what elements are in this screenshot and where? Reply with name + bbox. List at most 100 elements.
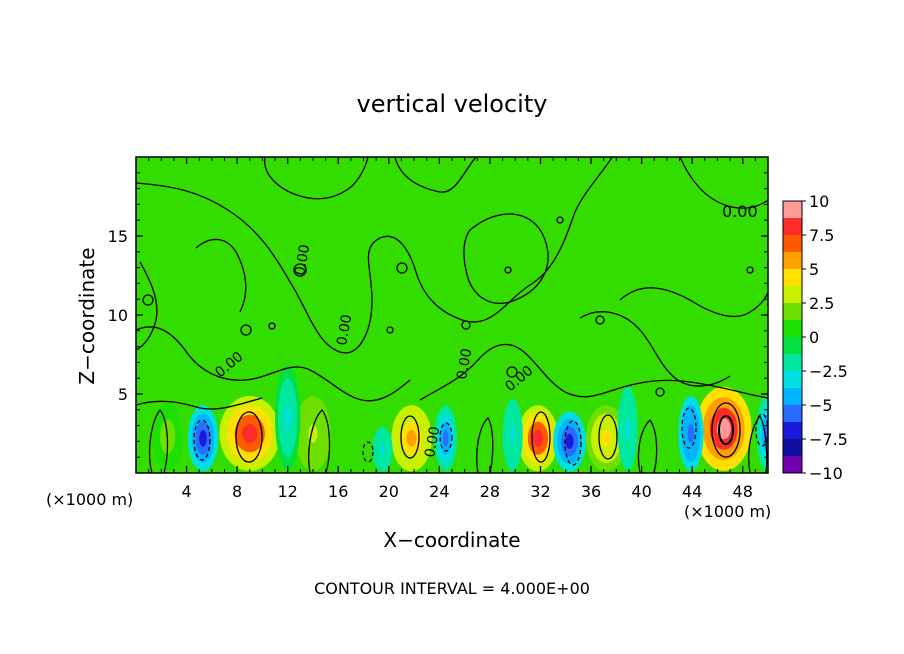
colorbar-swatch [783, 286, 802, 304]
velocity-cell [532, 429, 544, 447]
colorbar-tick-label: −5 [809, 396, 833, 415]
contour-line-negative [681, 407, 697, 449]
contour-line [419, 343, 768, 401]
x-tick-label: 8 [232, 482, 242, 501]
y-tick-label: 10 [108, 306, 128, 325]
velocity-cell [284, 404, 291, 431]
contour-line [579, 311, 731, 387]
colorbar: 10 7.5 5 2.5 0 −2.5 −5 −7.5 −10 [782, 192, 848, 483]
contour-line [463, 213, 549, 304]
colorbar-swatch [783, 235, 802, 253]
contour-line [136, 261, 158, 351]
contour-line [461, 320, 471, 330]
contour-lines [136, 157, 768, 473]
colorbar-tick-label: −7.5 [809, 430, 848, 449]
contour-line [748, 414, 768, 473]
contour-line [711, 402, 741, 458]
contour-line [136, 157, 613, 354]
contour-label: 0.00 [454, 347, 475, 380]
colorbar-swatch [783, 201, 802, 219]
contour-line-negative [755, 413, 768, 447]
contour-line-negative [564, 420, 582, 466]
contour-line [235, 411, 263, 463]
y-tick-label: 15 [108, 227, 128, 246]
colorbar-swatch [783, 422, 802, 440]
velocity-cell [565, 433, 574, 449]
colorbar-swatch [783, 371, 802, 389]
velocity-cell [379, 443, 386, 455]
colorbar-swatch [783, 388, 802, 406]
x-tick-label: 36 [581, 482, 601, 501]
x-tick-label: 28 [480, 482, 500, 501]
contour-line [718, 415, 734, 445]
x-tick-label: 48 [733, 482, 753, 501]
colorbar-swatch [783, 218, 802, 236]
x-tick-label: 16 [328, 482, 348, 501]
contour-line [136, 326, 411, 402]
colorbar-swatch [783, 269, 802, 287]
colorbar-swatch [783, 252, 802, 270]
velocity-cell [199, 429, 207, 447]
velocity-cell [406, 429, 417, 447]
contour-line [506, 366, 518, 378]
x-unit-label-left: (×1000 m) [46, 490, 133, 509]
x-tick-label: 32 [530, 482, 550, 501]
contour-line [264, 157, 369, 200]
contour-label: 0.00 [292, 243, 313, 276]
contour-line [556, 216, 564, 224]
colorbar-tick-label: 7.5 [809, 226, 834, 245]
colorbar-tick-label: −2.5 [809, 362, 848, 381]
contour-line [400, 415, 420, 459]
contour-line [240, 324, 252, 336]
contour-line [504, 266, 512, 274]
x-tick-label: 44 [682, 482, 702, 501]
contour-line-negative [362, 441, 374, 463]
contour-line [268, 322, 276, 330]
contour-line [142, 294, 154, 306]
contour-line [293, 263, 307, 277]
contour-line [531, 411, 551, 463]
chart-title: vertical velocity [357, 90, 548, 118]
x-tick-label: 20 [379, 482, 399, 501]
contour-line [308, 409, 331, 473]
contour-label: 0.00 [722, 202, 758, 221]
x-unit-label-right: (×1000 m) [684, 502, 771, 521]
contour-line [655, 387, 665, 397]
contour-label: 0.00 [422, 425, 443, 458]
contour-line [396, 262, 408, 274]
velocity-cell [601, 429, 612, 447]
colorbar-swatch [783, 354, 802, 372]
colorbar-tick-label: 5 [809, 260, 819, 279]
colorbar-tick-label: 0 [809, 328, 819, 347]
contour-line [148, 408, 169, 473]
x-tick-label: 4 [181, 482, 191, 501]
contour-line-negative [439, 422, 453, 452]
colorbar-tick-label: 2.5 [809, 294, 834, 313]
x-tick-label: 24 [429, 482, 449, 501]
contour-line [637, 418, 658, 473]
x-tick-label: 12 [278, 482, 298, 501]
contour-line-negative [193, 419, 211, 461]
colorbar-swatch [783, 405, 802, 423]
x-axis-label: X−coordinate [383, 528, 520, 552]
x-axis: 4 8 12 16 20 24 28 32 36 40 44 48 [148, 157, 756, 501]
colorbar-tick-label: 10 [809, 192, 829, 211]
colorbar-swatch [783, 439, 802, 457]
colorbar-tick-label: −10 [809, 464, 843, 483]
contour-line [476, 416, 494, 473]
velocity-cell [242, 424, 258, 443]
contour-interval-note: CONTOUR INTERVAL = 4.000E+00 [314, 579, 590, 598]
y-axis-label: Z−coordinate [75, 247, 99, 384]
colorbar-swatch [783, 320, 802, 338]
colorbar-swatch [783, 303, 802, 321]
contour-line [746, 266, 754, 274]
velocity-cell [442, 429, 449, 447]
y-axis: 5 10 15 [108, 172, 768, 458]
contour-line [679, 157, 768, 209]
contour-line [619, 287, 768, 318]
velocity-cells [152, 365, 768, 472]
x-tick-label: 40 [631, 482, 651, 501]
contour-line [394, 157, 477, 193]
velocity-cell [510, 426, 516, 445]
